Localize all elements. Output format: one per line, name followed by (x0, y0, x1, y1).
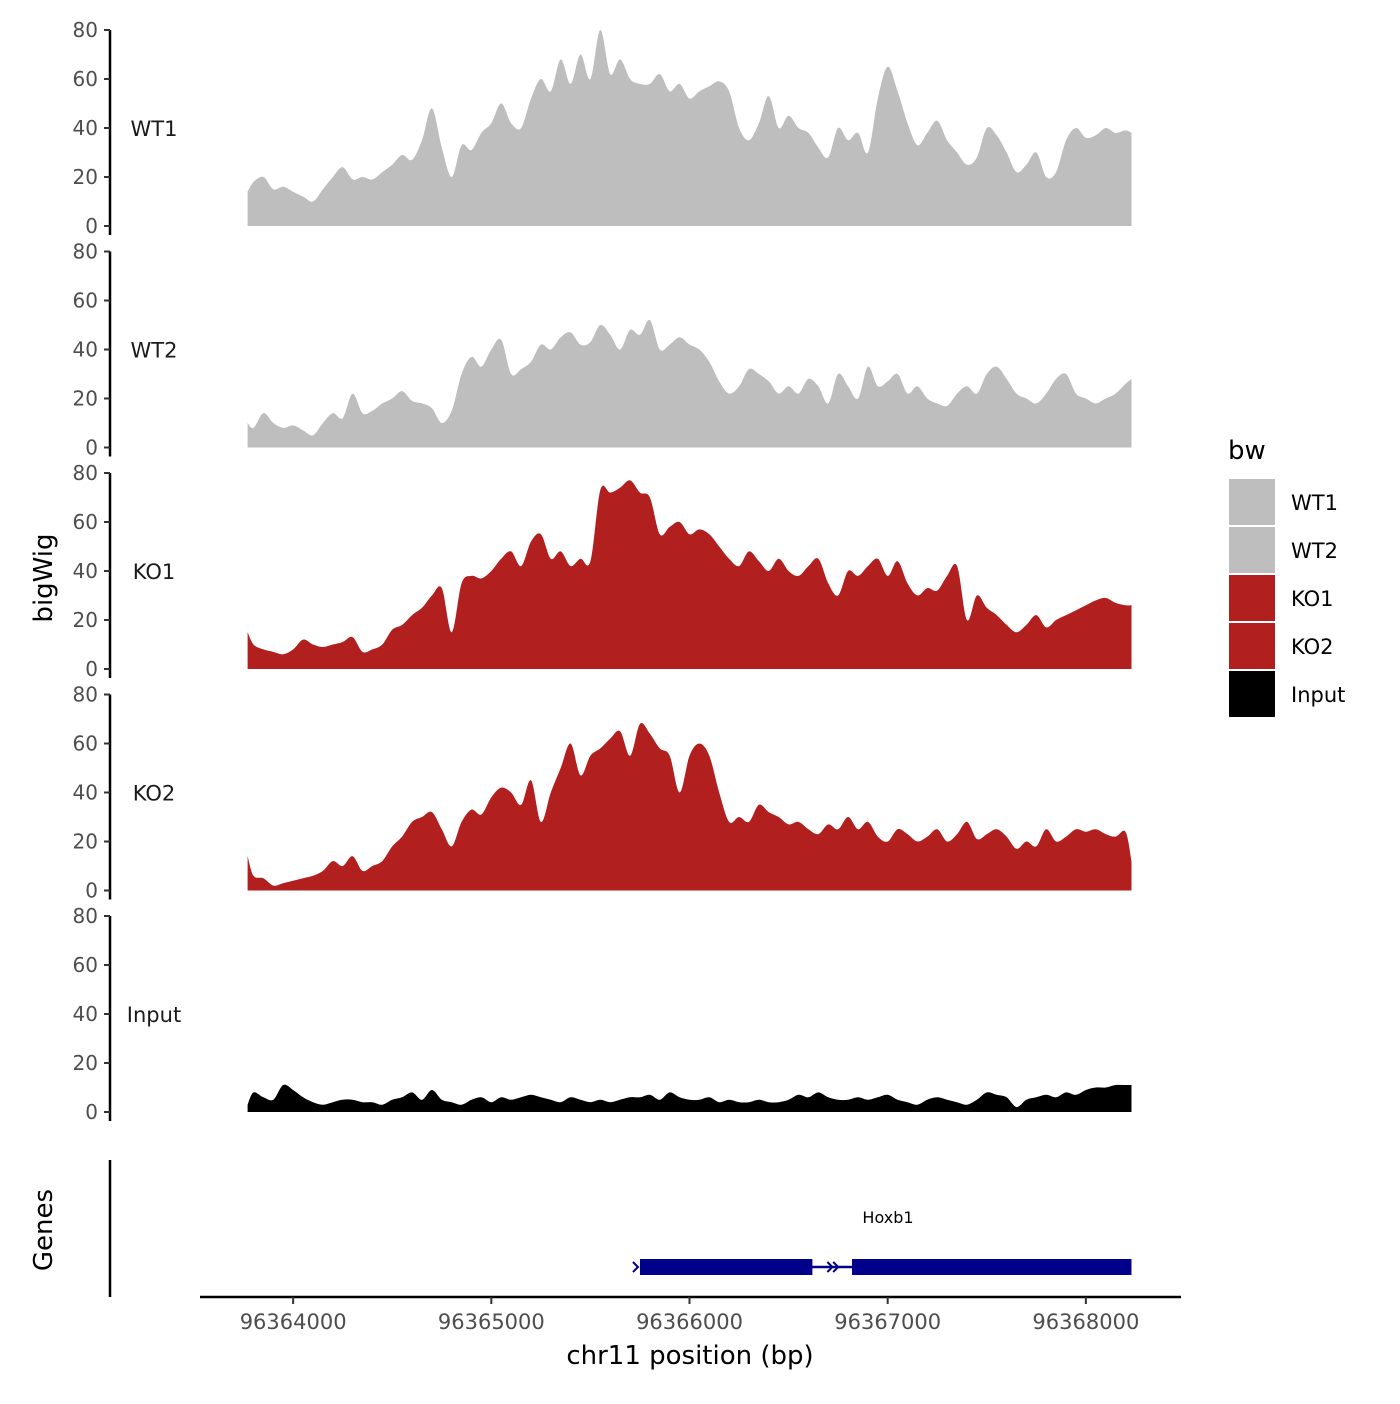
y-tick-label-input-20: 20 (73, 1051, 98, 1075)
y-tick-label-ko2-60: 60 (73, 732, 98, 756)
x-axis-title: chr11 position (bp) (566, 1341, 813, 1371)
x-tick-label-96365000: 96365000 (438, 1310, 545, 1334)
area-series-wt1 (247, 29, 1132, 227)
legend-label-wt2: WT2 (1291, 539, 1338, 563)
track-label-wt2: WT2 (131, 339, 178, 363)
area-series-input (247, 1084, 1132, 1112)
y-tick-label-wt1-20: 20 (73, 165, 98, 189)
legend-key-ko1 (1229, 575, 1275, 621)
gene-panel-title: Genes (29, 1189, 59, 1271)
x-tick-label-96364000: 96364000 (240, 1310, 347, 1334)
legend-key-wt1 (1229, 479, 1275, 525)
x-tick-label-96368000: 96368000 (1032, 1310, 1139, 1334)
y-tick-label-ko1-20: 20 (73, 608, 98, 632)
gene-exon-hoxb1-2 (852, 1259, 1132, 1275)
y-tick-label-ko2-40: 40 (73, 781, 98, 805)
legend-label-wt1: WT1 (1291, 491, 1338, 515)
y-tick-label-ko1-0: 0 (85, 657, 98, 681)
y-tick-label-input-0: 0 (85, 1100, 98, 1124)
y-tick-label-input-40: 40 (73, 1002, 98, 1026)
gene-label-hoxb1: Hoxb1 (862, 1208, 913, 1227)
gene-exon-hoxb1-1 (639, 1259, 813, 1275)
legend-title: bw (1228, 436, 1266, 466)
legend-label-ko1: KO1 (1291, 587, 1334, 611)
gene-strand-arrow-hoxb1-3 (832, 1261, 840, 1273)
track-label-ko2: KO2 (133, 782, 176, 806)
y-tick-label-wt2-80: 80 (73, 240, 98, 264)
area-series-wt2 (247, 319, 1132, 448)
y-tick-label-wt1-80: 80 (73, 18, 98, 42)
y-tick-label-wt2-40: 40 (73, 338, 98, 362)
legend-label-input: Input (1291, 683, 1345, 707)
y-tick-label-wt1-40: 40 (73, 116, 98, 140)
gene-strand-arrow-hoxb1-1 (632, 1261, 640, 1273)
y-tick-label-ko2-20: 20 (73, 830, 98, 854)
y-tick-label-ko1-80: 80 (73, 461, 98, 485)
legend: bw WT1 WT2 KO1 KO2 Input (1228, 436, 1345, 717)
y-tick-label-wt1-60: 60 (73, 67, 98, 91)
legend-key-wt2 (1229, 527, 1275, 573)
y-tick-label-ko2-80: 80 (73, 683, 98, 707)
area-series-ko1 (247, 480, 1132, 669)
track-label-ko1: KO1 (133, 560, 176, 584)
y-tick-label-input-80: 80 (73, 904, 98, 928)
y-tick-label-ko2-0: 0 (85, 879, 98, 903)
y-tick-label-input-60: 60 (73, 953, 98, 977)
legend-key-ko2 (1229, 623, 1275, 669)
track-label-input: Input (127, 1003, 181, 1027)
legend-key-input (1229, 671, 1275, 717)
x-tick-label-96366000: 96366000 (636, 1310, 743, 1334)
y-tick-label-wt1-0: 0 (85, 214, 98, 238)
legend-label-ko2: KO2 (1291, 635, 1334, 659)
y-tick-label-wt2-0: 0 (85, 436, 98, 460)
y-tick-label-wt2-60: 60 (73, 289, 98, 313)
x-tick-label-96367000: 96367000 (834, 1310, 941, 1334)
y-tick-label-wt2-20: 20 (73, 387, 98, 411)
y-tick-label-ko1-40: 40 (73, 559, 98, 583)
y-tick-label-ko1-60: 60 (73, 510, 98, 534)
area-series-ko2 (247, 723, 1132, 891)
gene-strand-arrow-hoxb1-2 (826, 1261, 834, 1273)
y-axis-title: bigWig (29, 533, 59, 622)
track-label-wt1: WT1 (131, 117, 178, 141)
